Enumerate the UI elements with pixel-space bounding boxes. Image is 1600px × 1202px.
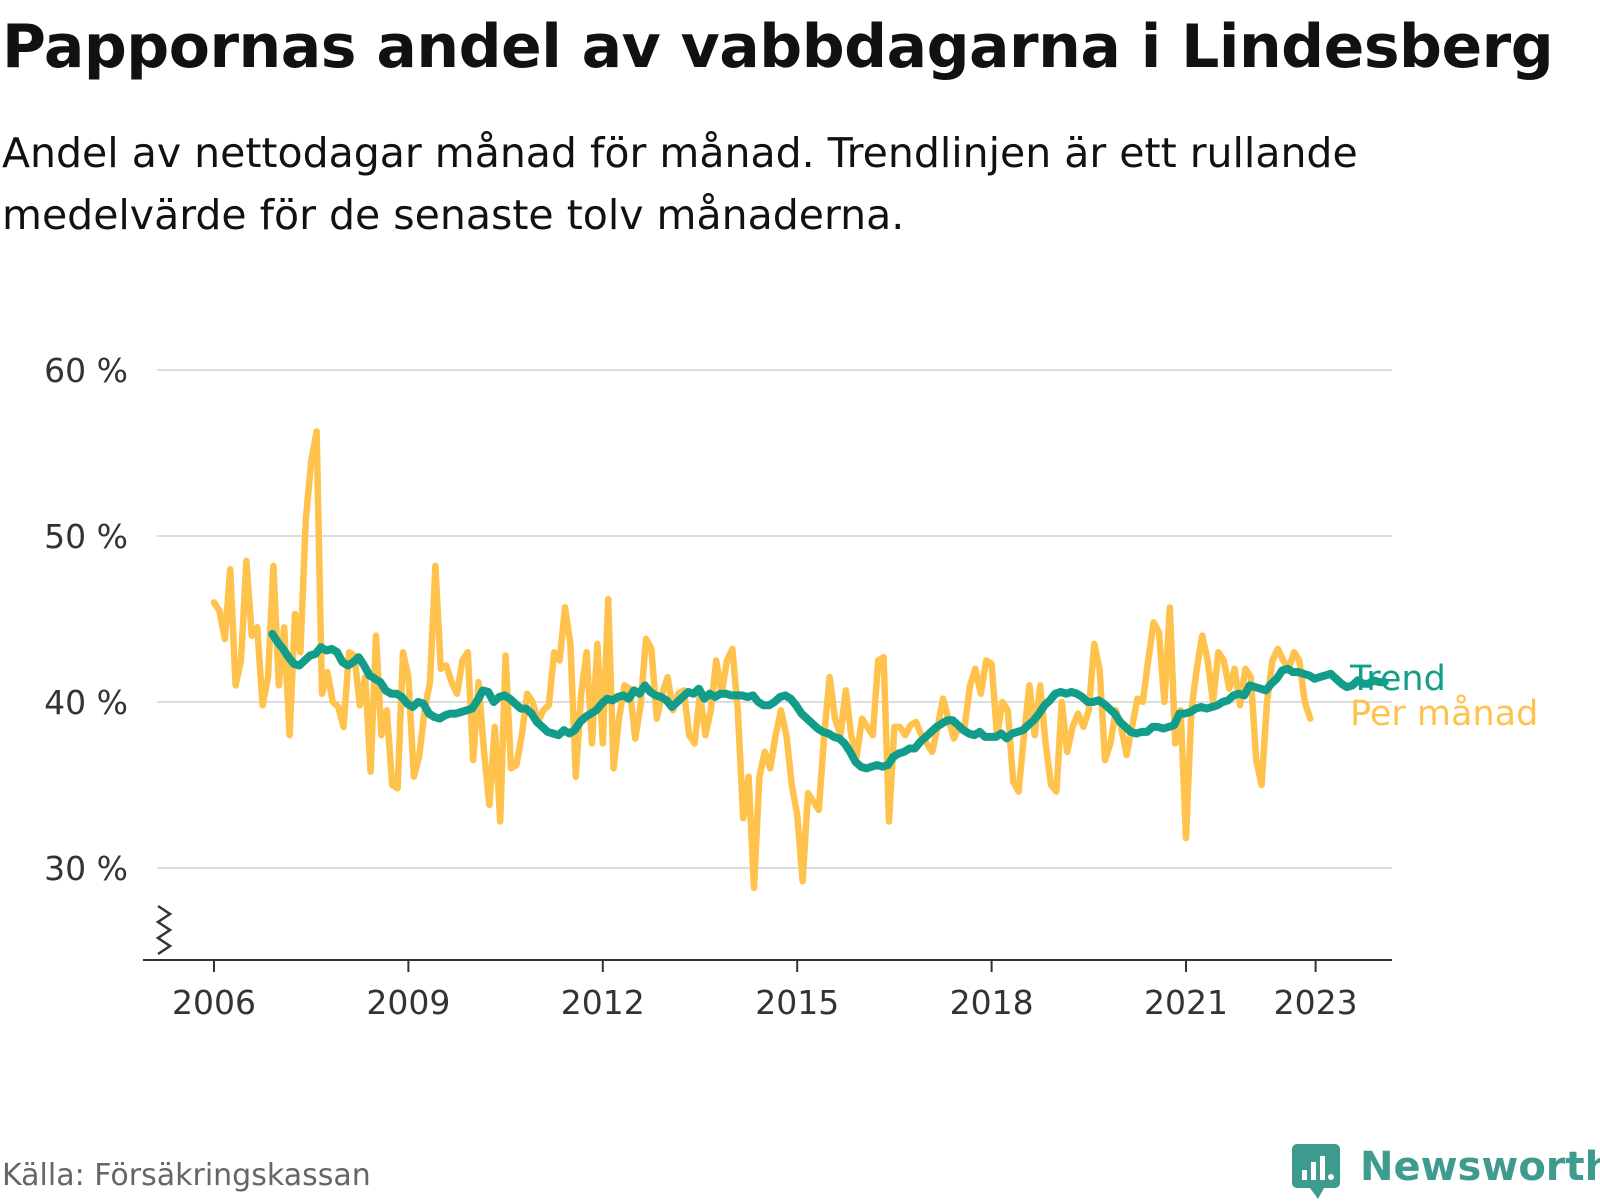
x-tick-label: 2018: [950, 983, 1034, 1022]
chart-title: Pappornas andel av vabbdagarna i Lindesb…: [2, 12, 1554, 82]
x-tick-label: 2012: [561, 983, 645, 1022]
y-tick-label: 60 %: [44, 351, 128, 390]
monthly-line: [210, 428, 1314, 892]
x-tick-label: 2015: [755, 983, 839, 1022]
y-tick-label: 50 %: [44, 517, 128, 556]
x-tick-label: 2023: [1274, 983, 1358, 1022]
y-tick-label: 30 %: [44, 849, 128, 888]
y-axis-ticks: 30 % 40 % 50 % 60 %: [44, 351, 128, 888]
y-tick-label: 40 %: [44, 683, 128, 722]
x-tick-label: 2009: [366, 983, 450, 1022]
legend-trend: Trend: [1349, 659, 1446, 699]
line-chart: 30 % 40 % 50 % 60 % 2006 2009 2012 2015 2018 202…: [44, 351, 1538, 1022]
newsworthy-logo-icon: [1292, 1144, 1340, 1199]
x-tick-label: 2021: [1144, 983, 1228, 1022]
source-note: Källa: Försäkringskassan: [2, 1158, 371, 1193]
axis-break-icon: [155, 904, 173, 956]
x-tick-label: 2006: [172, 983, 256, 1022]
legend-monthly: Per månad: [1350, 693, 1538, 734]
brand-name: Newsworthy: [1360, 1144, 1600, 1190]
gridlines: [157, 369, 1392, 869]
trend-line: [268, 629, 1389, 773]
series-lines: [210, 428, 1389, 892]
x-axis: 2006 2009 2012 2015 2018 2021 2023: [143, 904, 1392, 1022]
chart-subtitle: Andel av nettodagar månad för månad. Tre…: [2, 129, 1358, 239]
